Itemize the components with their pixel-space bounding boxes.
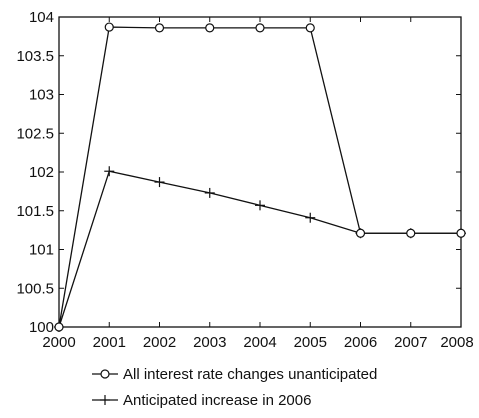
series-unanticipated (54, 22, 466, 332)
x-tick-label: 2002 (143, 334, 176, 351)
y-axis: 100 100.5 101 101.5 102 102.5 103 103.5 104 (16, 9, 461, 336)
y-tick-label: 100.5 (16, 280, 54, 297)
x-tick-label: 2008 (440, 334, 473, 351)
circle-marker (104, 22, 114, 32)
y-tick-label: 102 (29, 164, 54, 181)
y-tick-label: 102.5 (16, 125, 54, 142)
circle-marker (154, 23, 165, 33)
series-unanticipated-line (58, 26, 461, 328)
legend-label: Anticipated increase in 2006 (123, 392, 311, 409)
circle-marker (406, 228, 416, 238)
x-tick-label: 2005 (294, 334, 327, 351)
y-tick-label: 101 (29, 242, 54, 259)
y-tick-label: 104 (29, 9, 54, 26)
y-tick-label: 103 (29, 87, 54, 104)
legend-item: All interest rate changes unanticipated (92, 366, 377, 383)
y-tick-label: 103.5 (16, 48, 54, 65)
series-layer (54, 22, 466, 332)
plus-marker (100, 395, 110, 405)
x-tick-label: 2000 (42, 334, 75, 351)
circle-marker (205, 23, 215, 33)
x-tick-label: 2006 (344, 334, 377, 351)
legend-label: All interest rate changes unanticipated (123, 366, 377, 383)
x-tick-label: 2003 (193, 334, 226, 351)
y-tick-label: 100 (29, 319, 54, 336)
x-axis: 2000 2001 2002 2003 2004 2005 2006 2007 2008 (42, 17, 474, 351)
circle-marker (355, 228, 366, 238)
plus-marker (204, 187, 215, 198)
series-anticipated-2006-line (58, 170, 461, 328)
x-tick-label: 2007 (394, 334, 427, 351)
circle-marker (100, 369, 110, 379)
plus-marker (154, 177, 165, 188)
plot-frame (58, 16, 462, 328)
series-anticipated-2006 (54, 166, 466, 332)
circle-marker (54, 322, 64, 332)
legend-item: Anticipated increase in 2006 (92, 392, 311, 409)
plus-marker (104, 166, 115, 177)
legend: All interest rate changes unanticipated A… (92, 366, 377, 409)
circle-marker (305, 23, 315, 33)
circle-marker (255, 23, 265, 33)
plus-marker (305, 212, 316, 223)
y-tick-label: 101.5 (16, 203, 54, 220)
x-tick-label: 2004 (243, 334, 276, 351)
circle-marker (456, 228, 466, 238)
plus-marker (255, 200, 265, 211)
x-tick-label: 2001 (93, 334, 126, 351)
